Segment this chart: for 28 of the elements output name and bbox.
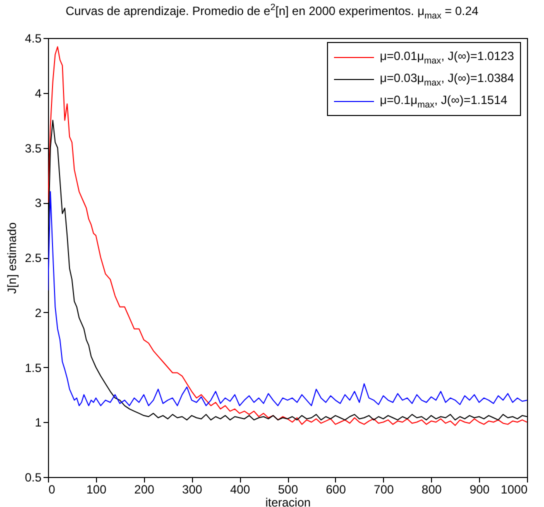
y-tick-label: 2	[34, 306, 42, 320]
y-tick-label: 1.5	[24, 360, 42, 375]
y-tick-label: 3.5	[24, 141, 42, 156]
x-tick-label: 900	[470, 482, 490, 496]
y-tick-label: 0.5	[24, 470, 42, 484]
x-tick-label: 300	[182, 482, 203, 496]
y-tick-label: 4.5	[24, 32, 42, 46]
line-series	[48, 191, 527, 406]
x-axis-title: iteracion	[265, 496, 311, 507]
y-tick-label: 3	[34, 196, 42, 210]
x-tick-label: 200	[134, 482, 155, 496]
y-axis-title: J[n] estimado	[4, 222, 19, 294]
legend-label: μ=0.03μ$_{max}$, J(∞)=1.0384	[380, 70, 514, 88]
x-tick-label: 400	[230, 482, 250, 496]
x-tick-label: 1000	[500, 482, 528, 496]
y-tick-label: 1	[34, 416, 42, 430]
line-series	[48, 46, 527, 426]
legend-label: μ=0.01μ$_{max}$, J(∞)=1.0123	[380, 48, 514, 66]
x-tick-label: 0	[48, 482, 56, 496]
x-tick-label: 500	[278, 482, 298, 496]
y-tick-label: 4	[34, 86, 42, 100]
y-tick-label: 2.5	[24, 251, 42, 265]
x-tick-label: 800	[422, 482, 442, 496]
legend-label: μ=0.1μ$_{max}$, J(∞)=1.1514	[380, 92, 508, 110]
chart-title: Curvas de aprendizaje. Promedio de e$^{2}$[n] en 2000 experimentos. μ$_{max}$ = 0.24	[64, 2, 480, 20]
x-tick-label: 700	[374, 482, 394, 496]
x-tick-label: 600	[326, 482, 346, 496]
x-tick-label: 100	[86, 482, 107, 496]
